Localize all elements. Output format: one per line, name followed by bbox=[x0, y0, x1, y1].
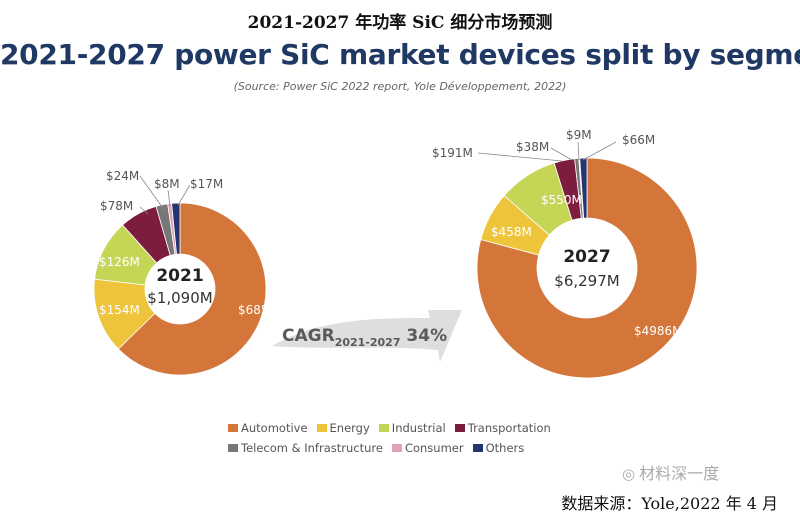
data-label: $191M bbox=[432, 146, 473, 160]
data-label: $38M bbox=[516, 140, 549, 154]
slice-automotive bbox=[117, 202, 267, 376]
cagr-period: 2021-2027 bbox=[334, 336, 401, 349]
chinese-title: 2021-2027 年功率 SiC 细分市场预测 bbox=[247, 13, 553, 33]
legend-swatch bbox=[228, 444, 238, 452]
data-label: $66M bbox=[622, 133, 655, 147]
center-total: $1,090M bbox=[147, 289, 212, 307]
data-label: $550M bbox=[541, 193, 582, 207]
legend-item: Automotive bbox=[228, 421, 308, 435]
legend-label: Telecom & Infrastructure bbox=[241, 441, 383, 455]
source-note: (Source: Power SiC 2022 report, Yole Dév… bbox=[233, 80, 567, 93]
legend-swatch bbox=[378, 424, 389, 432]
leader-line bbox=[139, 175, 166, 212]
leader-line bbox=[550, 147, 573, 161]
legend-item: Others bbox=[472, 441, 525, 455]
legend-swatch bbox=[472, 444, 483, 452]
wechat-icon: ◎ bbox=[622, 465, 636, 483]
leader-line bbox=[577, 141, 580, 161]
legend-label: Energy bbox=[329, 421, 370, 435]
chart-title: 2021-2027 power SiC market devices split… bbox=[0, 38, 800, 71]
data-label: $4986M bbox=[634, 324, 683, 338]
data-label: $8M bbox=[154, 177, 180, 191]
data-label: $78M bbox=[100, 199, 133, 213]
legend-label: Industrial bbox=[391, 421, 446, 435]
legend-swatch bbox=[316, 424, 327, 432]
data-label: $458M bbox=[491, 225, 532, 239]
legend-item: Consumer bbox=[391, 441, 464, 455]
legend-item: Transportation bbox=[454, 421, 551, 435]
legend-item: Telecom & Infrastructure bbox=[228, 441, 383, 455]
center-year: 2027 bbox=[563, 247, 610, 267]
center-year: 2021 bbox=[156, 266, 203, 286]
footer-source: 数据来源：Yole,2022 年 4 月 bbox=[561, 494, 778, 513]
legend-label: Automotive bbox=[241, 421, 308, 435]
watermark: ◎ 材料深一度 bbox=[622, 464, 719, 484]
legend-label: Consumer bbox=[404, 441, 464, 455]
legend-swatch bbox=[391, 444, 402, 452]
data-label: $9M bbox=[566, 128, 592, 142]
data-label: $126M bbox=[99, 255, 140, 269]
legend-item: Industrial bbox=[378, 421, 446, 435]
cagr-label: CAGR2021-2027 34% bbox=[282, 326, 447, 349]
cagr-text: CAGR bbox=[282, 326, 335, 346]
legend-swatch bbox=[228, 424, 238, 432]
data-label: $685M bbox=[238, 303, 279, 317]
slice-automotive bbox=[476, 157, 698, 379]
data-label: $24M bbox=[106, 169, 139, 183]
legend: Automotive Energy Industrial Transportation… bbox=[228, 421, 551, 461]
legend-swatch bbox=[454, 424, 465, 432]
data-label: $154M bbox=[99, 303, 140, 317]
leader-line bbox=[477, 152, 563, 162]
legend-label: Others bbox=[485, 441, 525, 455]
leader-line bbox=[582, 141, 617, 161]
data-label: $17M bbox=[190, 177, 223, 191]
legend-label: Transportation bbox=[467, 421, 551, 435]
legend-item: Energy bbox=[316, 421, 370, 435]
donut-2021: $685M $154M $126M $78M $24M $8M $17M 2021 $1,090… bbox=[93, 169, 279, 376]
donut-2027: $4986M $458M $550M $191M $38M $9M $66M 2027 $6,2… bbox=[432, 128, 698, 379]
leader-line bbox=[139, 206, 149, 215]
center-total: $6,297M bbox=[554, 272, 619, 290]
leader-line bbox=[177, 184, 191, 206]
slice-others bbox=[579, 157, 588, 219]
cagr-value: 34% bbox=[406, 326, 448, 346]
watermark-text: 材料深一度 bbox=[639, 464, 720, 483]
leader-line bbox=[167, 189, 171, 207]
cagr-arrow bbox=[272, 310, 462, 362]
slice-others bbox=[171, 202, 181, 255]
